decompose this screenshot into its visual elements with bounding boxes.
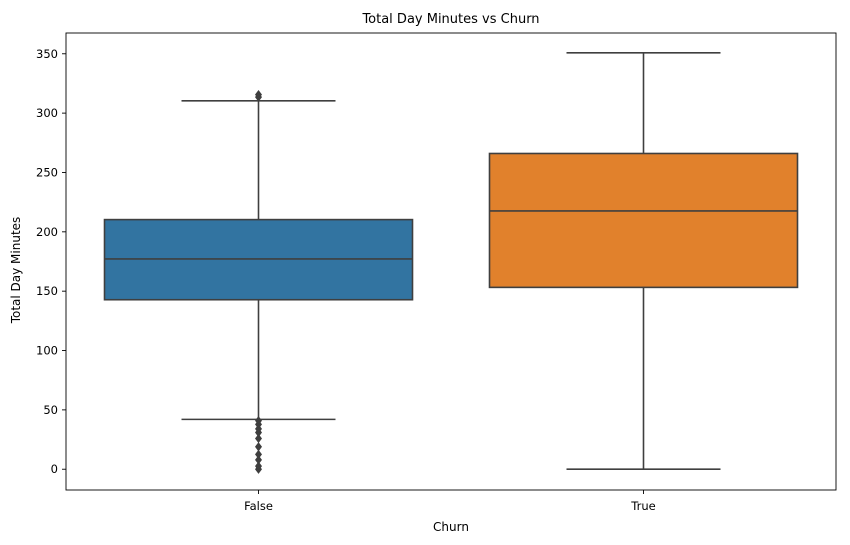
outlier-point [255,455,262,465]
y-tick-label: 350 [36,47,58,61]
outlier-point [255,416,262,426]
y-tick-label: 50 [43,403,58,417]
outlier-point [255,442,262,452]
y-tick-label: 0 [51,462,58,476]
y-tick-label: 100 [36,344,58,358]
outlier-point [255,92,262,102]
y-tick-label: 300 [36,106,58,120]
outlier-point [255,449,262,460]
outlier-point [255,461,262,471]
y-tick-label: 200 [36,225,58,239]
y-tick-label: 250 [36,165,58,179]
x-axis-label: Churn [433,520,469,534]
x-tick-label: True [630,499,655,513]
x-tick-label: False [244,499,273,513]
outlier-point [255,433,262,444]
y-tick-label: 150 [36,284,58,298]
axes-frame [65,32,837,491]
chart-title: Total Day Minutes vs Churn [361,12,539,27]
box-true [488,152,799,289]
plot-area: 0 50 100 150 200 250 300 350 False True [36,32,837,513]
y-axis-label: Total Day Minutes [9,217,23,325]
